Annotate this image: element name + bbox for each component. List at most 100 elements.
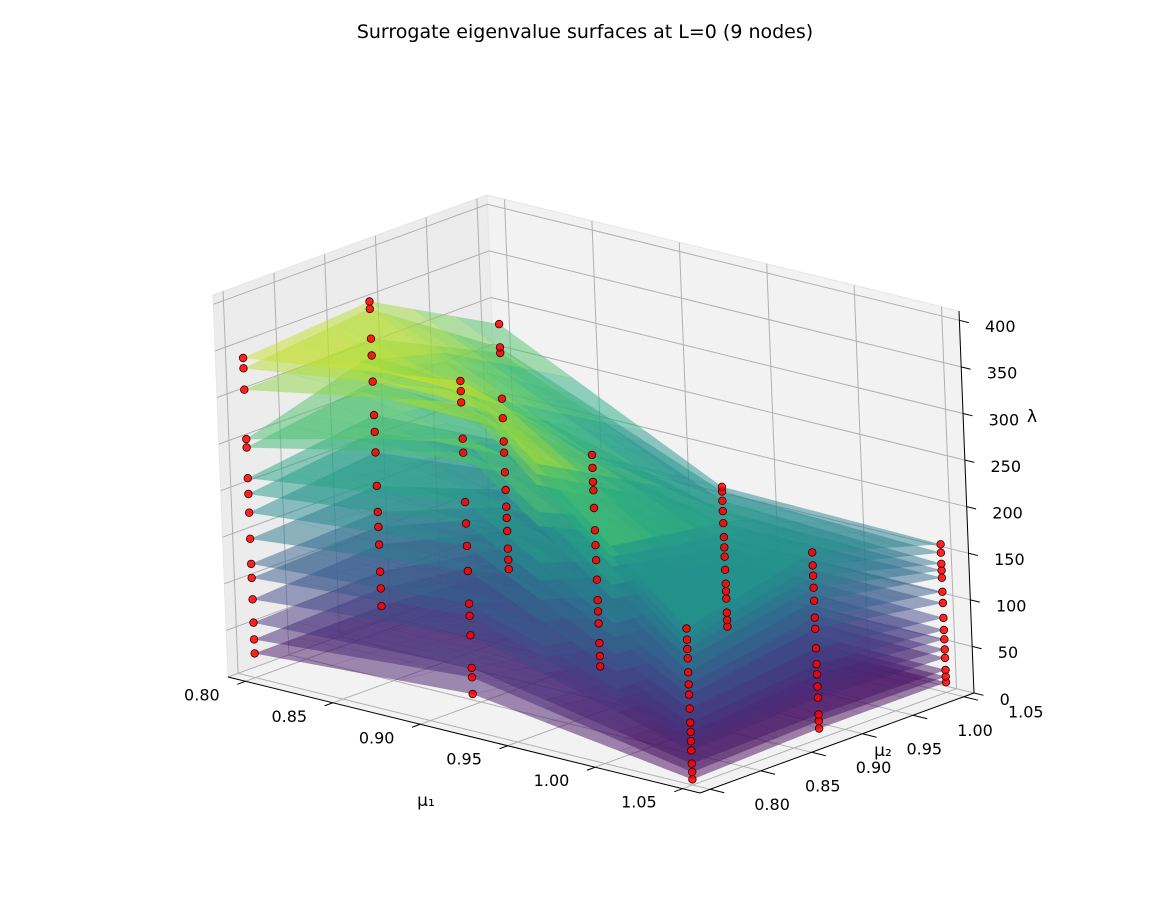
node-point	[684, 690, 694, 699]
node-point	[596, 662, 605, 671]
node-point	[375, 567, 385, 576]
node-point	[461, 519, 471, 528]
y-tick-label: 1.00	[957, 721, 993, 740]
node-point	[940, 635, 949, 644]
z-tick-label: 300	[989, 410, 1020, 429]
node-point	[809, 583, 818, 592]
node-point	[722, 608, 731, 617]
node-point	[249, 618, 258, 627]
x-tick	[499, 745, 508, 750]
node-point	[502, 502, 511, 511]
y-tick-label: 1.05	[1008, 702, 1044, 721]
node-point	[720, 543, 729, 552]
node-point	[465, 611, 474, 620]
node-point	[377, 601, 386, 611]
node-point	[591, 541, 600, 550]
node-point	[367, 351, 376, 360]
z-tick-label: 150	[994, 550, 1025, 569]
node-point	[719, 519, 728, 528]
x-tick	[674, 788, 683, 793]
node-point	[687, 746, 696, 755]
node-point	[938, 587, 947, 596]
node-column	[587, 450, 605, 671]
y-axis-line	[699, 692, 975, 794]
node-point	[686, 737, 696, 746]
surface-patch	[781, 521, 898, 550]
node-point	[499, 437, 508, 446]
z-tick-label: 250	[990, 457, 1021, 476]
node-column	[365, 297, 386, 611]
node-point	[247, 573, 256, 583]
node-point	[812, 670, 822, 679]
x-tick-label: 0.80	[184, 685, 220, 704]
y-tick	[811, 751, 826, 757]
x-axis-line	[227, 676, 701, 794]
z-tick	[966, 506, 977, 510]
y-axis-label: μ₂	[874, 741, 892, 761]
node-point	[687, 759, 696, 768]
node-point	[593, 607, 603, 616]
surface-patch	[610, 537, 729, 629]
z-gridline	[213, 203, 960, 321]
node-point	[464, 599, 474, 608]
node-point	[940, 645, 949, 654]
node-point	[809, 596, 819, 605]
x-tick-label: 1.00	[534, 771, 570, 790]
node-point	[242, 443, 251, 452]
node-point	[498, 414, 507, 423]
node-point	[717, 482, 727, 491]
z-tick	[970, 599, 980, 603]
node-point	[459, 448, 468, 457]
x-tick	[324, 702, 334, 707]
node-point	[456, 387, 465, 396]
z-tick-label: 50	[998, 643, 1018, 662]
z-axis-line	[958, 310, 975, 694]
node-column	[682, 624, 697, 784]
node-point	[497, 394, 507, 403]
node-point	[456, 376, 465, 386]
z-tick	[968, 552, 979, 557]
node-point	[939, 625, 949, 635]
y-tick-label: 0.80	[754, 795, 790, 814]
x-tick	[586, 766, 596, 771]
node-point	[808, 571, 818, 580]
node-point	[592, 575, 602, 584]
node-point	[499, 448, 509, 457]
node-point	[467, 663, 476, 673]
eigenvalue-surfaces	[242, 301, 947, 780]
z-tick-label: 0	[1000, 690, 1010, 709]
node-point	[588, 477, 598, 487]
z-tick-label: 400	[985, 317, 1016, 336]
node-point	[718, 496, 727, 505]
node-point	[721, 587, 731, 596]
axis-lines	[227, 310, 984, 794]
x-tick-label: 1.05	[621, 793, 657, 812]
x-tick	[237, 680, 246, 685]
node-point	[719, 532, 729, 542]
node-point	[684, 668, 693, 677]
node-point	[721, 579, 730, 588]
z-gridline	[215, 250, 962, 368]
node-point	[248, 595, 257, 604]
node-point	[688, 767, 697, 777]
node-point	[460, 497, 470, 507]
node-point	[720, 552, 729, 561]
node-point	[504, 565, 513, 574]
node-point	[813, 693, 823, 702]
node-point	[240, 385, 249, 394]
node-point	[371, 448, 380, 457]
node-point	[589, 486, 598, 495]
z-tick	[961, 366, 971, 370]
node-point	[684, 680, 693, 689]
node-point	[589, 503, 599, 513]
node-point	[457, 398, 466, 407]
node-column	[808, 548, 824, 733]
x-axis-label: μ₁	[417, 791, 435, 811]
node-point	[595, 651, 605, 661]
node-point	[500, 468, 510, 477]
node-point	[590, 526, 600, 535]
node-point	[245, 534, 255, 543]
node-point	[370, 427, 379, 437]
node-column	[456, 376, 477, 699]
